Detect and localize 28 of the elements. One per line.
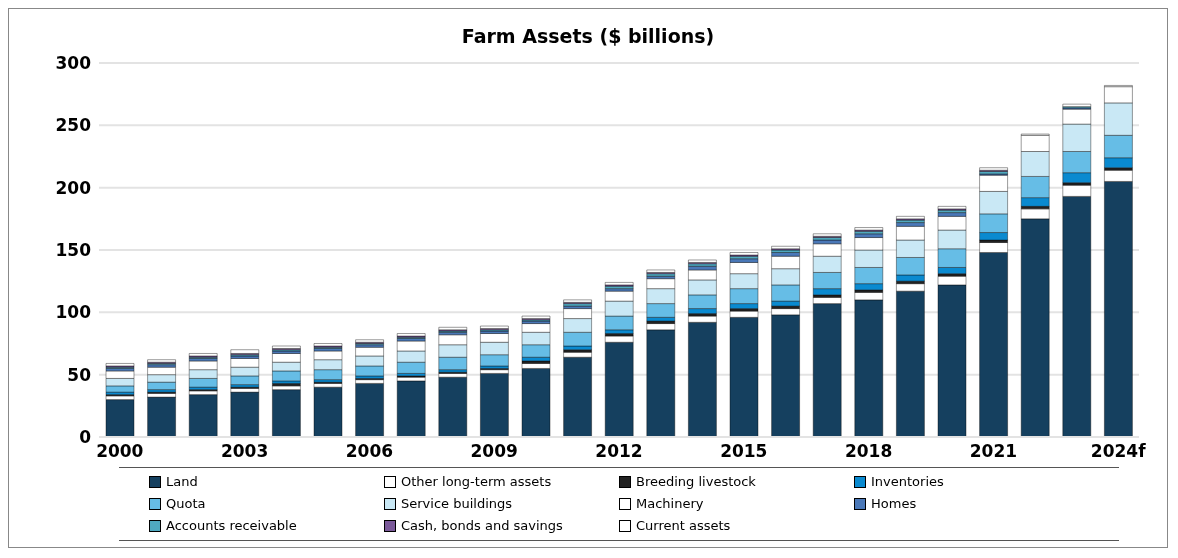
legend-label: Current assets	[636, 517, 731, 535]
x-tick-label: 2006	[345, 441, 394, 462]
chart-title: Farm Assets ($ billions)	[460, 24, 716, 49]
legend-label: Inventories	[871, 473, 944, 491]
x-tick-label: 2003	[220, 441, 269, 462]
legend-label: Service buildings	[401, 495, 513, 513]
x-tick-label: 2018	[844, 441, 893, 462]
legend-label: Machinery	[636, 495, 704, 513]
y-tick-label: 0	[79, 427, 92, 448]
x-tick-label: 2021	[969, 441, 1018, 462]
legend-label: Accounts receivable	[166, 517, 297, 535]
x-tick-label: 2015	[720, 441, 768, 462]
legend-label: Cash, bonds and savings	[401, 517, 563, 535]
x-tick-label: 2024f	[1090, 441, 1147, 462]
x-tick-label: 2000	[96, 441, 144, 462]
y-tick-label: 200	[55, 177, 92, 198]
y-tick-label: 300	[55, 53, 92, 74]
legend-label: Breeding livestock	[636, 473, 756, 491]
y-tick-label: 50	[67, 364, 92, 385]
x-tick-label: 2012	[595, 441, 643, 462]
y-tick-label: 150	[55, 240, 92, 261]
x-tick-label: 2009	[470, 441, 518, 462]
legend-label: Land	[166, 473, 198, 491]
legend-label: Quota	[166, 495, 206, 513]
y-tick-label: 250	[55, 115, 92, 136]
legend-label: Other long-term assets	[401, 473, 552, 491]
legend-label: Homes	[871, 495, 917, 513]
y-tick-label: 100	[55, 302, 92, 323]
